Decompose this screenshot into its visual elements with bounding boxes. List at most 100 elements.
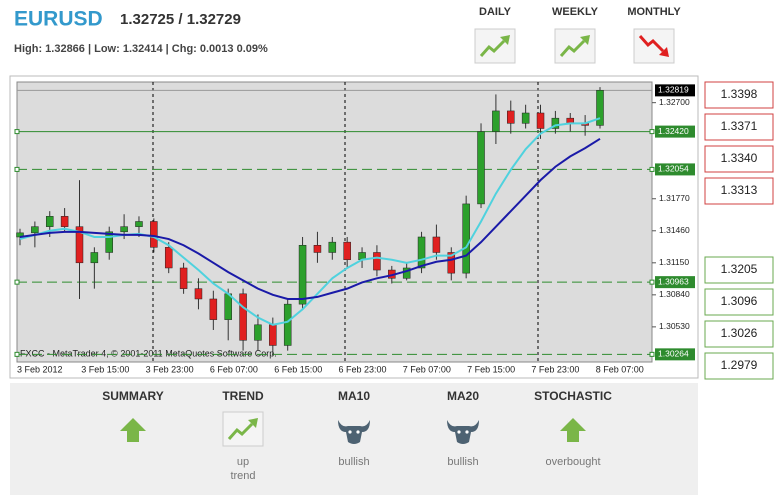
candle-body xyxy=(239,293,247,341)
level-label: 1.32420 xyxy=(658,126,689,136)
support-box xyxy=(704,256,774,284)
x-tick-label: 3 Feb 23:00 xyxy=(146,364,194,374)
watermark: FXCC - MetaTrader 4, © 2001-2011 MetaQuo… xyxy=(20,348,277,358)
icon-frame xyxy=(222,411,264,447)
candle-body xyxy=(31,226,39,234)
support-box xyxy=(704,320,774,348)
level-box xyxy=(655,276,695,289)
icon-arrow-up xyxy=(120,418,146,442)
icon-arrowhead xyxy=(248,418,258,428)
summary-text: trend xyxy=(230,470,255,482)
plot-area xyxy=(16,81,653,363)
candle-body xyxy=(60,216,69,227)
resistance-level: 1.3371 xyxy=(721,119,758,133)
quote: 1.32725 / 1.32729 xyxy=(120,11,241,28)
y-tick-label: 1.30840 xyxy=(659,289,690,299)
icon-zigzag xyxy=(479,39,506,57)
y-tick-label: 1.32700 xyxy=(659,97,690,107)
resistance-box xyxy=(704,145,774,173)
y-tick-label: 1.31460 xyxy=(659,225,690,235)
level-handle xyxy=(14,279,20,285)
x-tick-label: 6 Feb 15:00 xyxy=(274,364,322,374)
icon-zigzag xyxy=(227,422,254,440)
icon-bull-eye xyxy=(356,430,360,434)
icon-frame xyxy=(474,28,516,64)
icon-bull-eye xyxy=(465,430,469,434)
level-handle xyxy=(14,166,20,172)
icon-arrowhead xyxy=(500,35,510,45)
x-tick-label: 3 Feb 2012 xyxy=(17,364,63,374)
icon-zigzag xyxy=(638,35,665,53)
candle-body xyxy=(477,131,485,205)
level-label: 1.30264 xyxy=(658,349,689,359)
summary-text: up xyxy=(237,456,249,468)
summary-text: bullish xyxy=(338,456,369,468)
summary-title: SUMMARY xyxy=(102,389,164,403)
icon-zigzag xyxy=(559,39,586,57)
level-handle xyxy=(649,166,655,172)
candle-body xyxy=(417,236,426,269)
icon-arrowhead xyxy=(659,47,669,57)
candle-body xyxy=(462,203,470,274)
candle-body xyxy=(45,216,54,227)
icon-bull xyxy=(447,420,479,444)
candle-body xyxy=(224,293,232,320)
resistance-box xyxy=(704,81,774,109)
summary-title: TREND xyxy=(222,389,264,403)
candle-body xyxy=(90,252,99,264)
candle-body xyxy=(432,236,441,253)
level-handle xyxy=(649,351,655,357)
y-tick-label: 1.31150 xyxy=(659,257,689,267)
icon-bull xyxy=(338,420,370,444)
x-tick-label: 6 Feb 07:00 xyxy=(210,364,258,374)
timeframe-label: WEEKLY xyxy=(552,6,599,18)
candle-body xyxy=(373,252,381,271)
level-handle xyxy=(14,129,20,135)
candle-body xyxy=(164,247,173,269)
x-tick-label: 3 Feb 15:00 xyxy=(81,364,129,374)
candle-body xyxy=(402,267,411,279)
summary-title: STOCHASTIC xyxy=(534,389,612,403)
candle-body xyxy=(209,298,218,320)
y-tick-label: 1.31770 xyxy=(659,193,690,203)
level-label: 1.32054 xyxy=(658,164,689,174)
candle-body xyxy=(596,90,604,126)
stats: High: 1.32866 | Low: 1.32414 | Chg: 0.00… xyxy=(14,43,268,55)
support-box xyxy=(704,352,774,380)
level-handle xyxy=(649,279,655,285)
support-box xyxy=(704,288,774,316)
y-tick-label: 1.30530 xyxy=(659,321,690,331)
candle-body xyxy=(551,117,560,129)
candle-body xyxy=(254,324,262,341)
candle-body xyxy=(447,252,456,274)
icon-bull-eye xyxy=(348,430,352,434)
candle-body xyxy=(521,112,530,124)
candle-body xyxy=(120,226,128,233)
icon-frame xyxy=(633,28,675,64)
level-box xyxy=(655,125,695,138)
icon-arrow-up xyxy=(560,418,586,442)
timeframe-label: DAILY xyxy=(479,6,512,18)
resistance-level: 1.3340 xyxy=(721,151,758,165)
symbol: EURUSD xyxy=(14,8,103,31)
candle-body xyxy=(536,112,545,129)
level-box xyxy=(655,163,695,176)
x-tick-label: 6 Feb 23:00 xyxy=(339,364,387,374)
last-price-label: 1.32819 xyxy=(658,85,689,95)
candle-body xyxy=(328,241,337,253)
candle-body xyxy=(269,324,277,346)
resistance-box xyxy=(704,177,774,205)
level-handle xyxy=(14,351,20,357)
icon-bull-eye xyxy=(457,430,461,434)
moving-average xyxy=(19,137,601,300)
candle-body xyxy=(313,244,322,253)
summary-title: MA20 xyxy=(447,389,479,403)
support-level: 1.3205 xyxy=(721,262,758,276)
support-level: 1.3096 xyxy=(721,294,758,308)
summary-text: overbought xyxy=(545,456,600,468)
candle-body xyxy=(298,244,307,305)
x-tick-label: 7 Feb 15:00 xyxy=(467,364,515,374)
moving-average xyxy=(19,117,601,326)
